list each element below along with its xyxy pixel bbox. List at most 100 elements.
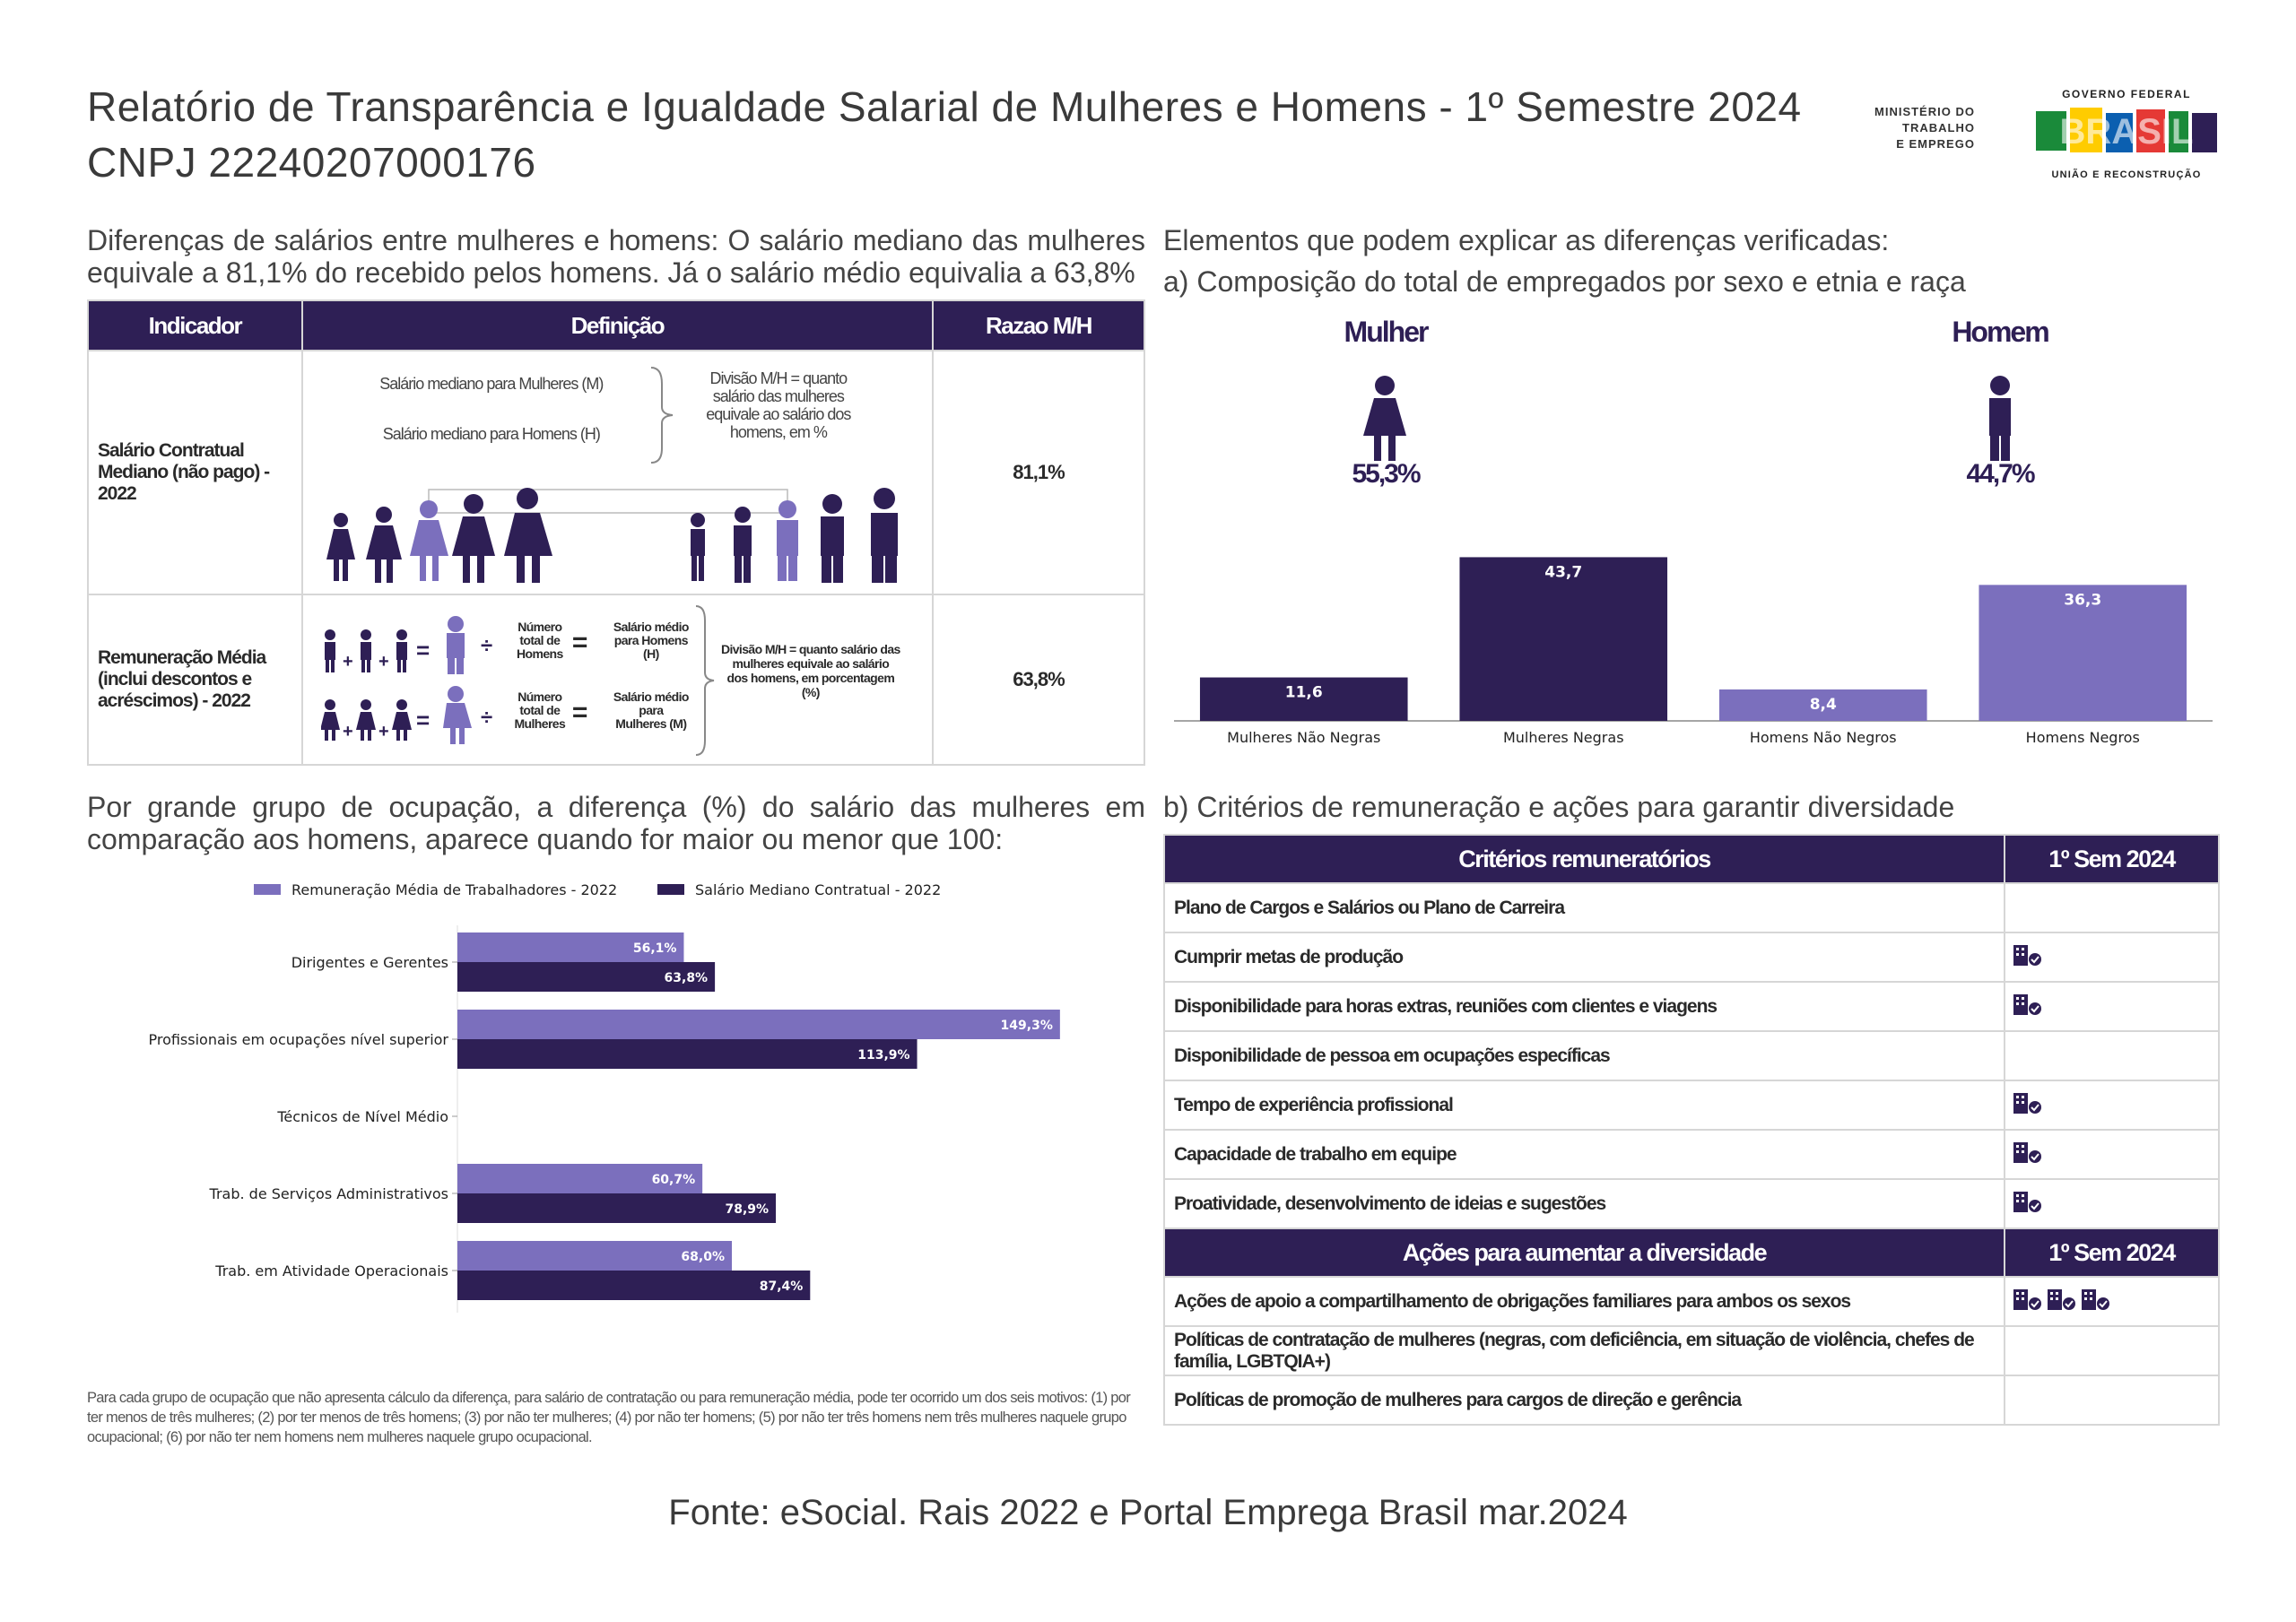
legend-label: Salário Mediano Contratual - 2022 xyxy=(695,881,941,898)
category-tick-label: Homens Não Negros xyxy=(1750,729,1897,746)
bar xyxy=(1718,689,1927,721)
people-comparison-icon xyxy=(326,488,898,583)
table-row: Políticas de contratação de mulheres (ne… xyxy=(1163,1325,2220,1376)
category-tick-label: Trab. em Atividade Operacionais xyxy=(214,1262,448,1279)
col-definicao: Definição xyxy=(300,299,934,351)
svg-text:÷: ÷ xyxy=(481,706,492,730)
bar xyxy=(457,1010,1060,1039)
bar-value-label: 11,6 xyxy=(1285,684,1323,702)
building-check-icon xyxy=(2013,1092,2041,1114)
category-tick-label: Mulheres Negras xyxy=(1503,729,1624,746)
criteria-label: Políticas de contratação de mulheres (ne… xyxy=(1163,1325,2005,1376)
occupation-note: Para cada grupo de ocupação que não apre… xyxy=(87,1390,1131,1445)
report-title: Relatório de Transparência e Igualdade S… xyxy=(87,83,1802,130)
building-check-icon xyxy=(2013,1141,2041,1163)
category-tick-label: Mulheres Não Negras xyxy=(1227,729,1380,746)
criteria-label: Tempo de experiência profissional xyxy=(1163,1080,2005,1131)
criteria-header-row: Critérios remuneratórios 1º Sem 2024 xyxy=(1163,834,2220,884)
definition-media: + + + + = = ÷ ÷ Número total de Homens = Sal… xyxy=(300,594,934,766)
bar-value-label: 68,0% xyxy=(681,1250,725,1264)
criteria-subheading: b) Critérios de remuneração e ações para… xyxy=(1163,791,1955,823)
indicator-table-header: Indicador Definição Razao M/H xyxy=(87,299,1146,351)
criteria-status xyxy=(2004,981,2220,1032)
source-footer: Fonte: eSocial. Rais 2022 e Portal Empre… xyxy=(668,1493,1628,1532)
women-label: Mulher xyxy=(1344,316,1430,348)
criteria-status xyxy=(2004,1080,2220,1131)
building-check-icon xyxy=(2048,1288,2075,1310)
bar xyxy=(457,1271,811,1300)
bar-value-label: 56,1% xyxy=(633,941,677,956)
definition-mediano: Salário mediano para Mulheres (M) Salári… xyxy=(300,350,934,595)
brace-icon xyxy=(650,367,673,464)
bar-value-label: 149,3% xyxy=(1001,1019,1053,1033)
table-row: Ações de apoio a compartilhamento de obr… xyxy=(1163,1276,2220,1327)
table-row: Plano de Cargos e Salários ou Plano de C… xyxy=(1163,882,2220,933)
criteria-status xyxy=(2004,1129,2220,1180)
equals-icon: = xyxy=(571,698,588,727)
category-tick-label: Dirigentes e Gerentes xyxy=(291,954,448,971)
category-tick-label: Técnicos de Nível Médio xyxy=(276,1108,448,1125)
table-row: Tempo de experiência profissional xyxy=(1163,1080,2220,1131)
criteria-label: Disponibilidade de pessoa em ocupações e… xyxy=(1163,1030,2005,1081)
equals-icon: = xyxy=(571,628,588,657)
svg-text:BRASIL: BRASIL xyxy=(2060,112,2194,152)
table-row: Cumprir metas de produção xyxy=(1163,932,2220,983)
criteria-status xyxy=(2004,882,2220,933)
criteria-status xyxy=(2004,1325,2220,1376)
criteria-status xyxy=(2004,1276,2220,1327)
category-tick-label: Homens Negros xyxy=(2026,729,2140,746)
occupation-heading: Por grande grupo de ocupação, a diferenç… xyxy=(87,791,1145,855)
bar xyxy=(1199,677,1408,721)
table-row: Disponibilidade para horas extras, reuni… xyxy=(1163,981,2220,1032)
row-label-mediano: Salário Contratual Mediano (não pago) - … xyxy=(87,350,303,595)
occupation-bar-chart: Remuneração Média de Trabalhadores - 202… xyxy=(148,881,1060,1313)
criteria-label: Cumprir metas de produção xyxy=(1163,932,2005,983)
building-check-icon xyxy=(2013,944,2041,966)
svg-text:+: + xyxy=(378,652,389,672)
bar-value-label: 36,3 xyxy=(2064,591,2101,609)
svg-text:=: = xyxy=(416,707,430,733)
table-row: Remuneração Média (inclui descontos e ac… xyxy=(87,594,1146,766)
men-label: Homem xyxy=(1952,316,2049,348)
criteria-status xyxy=(2004,932,2220,983)
criteria-label: Ações de apoio a compartilhamento de obr… xyxy=(1163,1276,2005,1327)
bar xyxy=(457,962,716,992)
bar xyxy=(1459,557,1668,721)
bar xyxy=(1979,585,2187,721)
svg-text:=: = xyxy=(416,637,430,664)
svg-text:÷: ÷ xyxy=(481,634,492,658)
woman-icon xyxy=(1363,376,1406,461)
bar-value-label: 43,7 xyxy=(1544,563,1582,581)
criteria-label: Proatividade, desenvolvimento de ideias … xyxy=(1163,1178,2005,1229)
row-label-media: Remuneração Média (inclui descontos e ac… xyxy=(87,594,303,766)
cnpj: CNPJ 22240207000176 xyxy=(87,139,536,186)
bar xyxy=(457,932,684,962)
criteria-status xyxy=(2004,1030,2220,1081)
brasil-logo-icon: BRASIL xyxy=(2036,108,2217,152)
svg-text:+: + xyxy=(343,722,353,742)
legend-label: Remuneração Média de Trabalhadores - 202… xyxy=(291,881,617,898)
brace-icon xyxy=(695,605,714,756)
col-razao: Razao M/H xyxy=(931,299,1146,351)
composition-bar-chart: 11,6 Mulheres Não Negras 43,7 Mulheres Negr… xyxy=(1174,557,2213,746)
table-row: Salário Contratual Mediano (não pago) - … xyxy=(87,350,1146,595)
government-logo: GOVERNO FEDERAL BRASIL UNIÃO E RECONSTRU… xyxy=(2034,88,2219,180)
bar xyxy=(457,1241,732,1271)
building-check-icon xyxy=(2013,1288,2041,1310)
criteria-label: Políticas de promoção de mulheres para c… xyxy=(1163,1375,2005,1426)
building-check-icon xyxy=(2013,1191,2041,1212)
ratio-media: 63,8% xyxy=(931,594,1146,766)
category-tick-label: Trab. de Serviços Administrativos xyxy=(209,1185,448,1202)
bar-value-label: 87,4% xyxy=(760,1279,804,1294)
table-row: Disponibilidade de pessoa em ocupações e… xyxy=(1163,1030,2220,1081)
building-check-icon xyxy=(2082,1288,2109,1310)
composition-subheading: a) Composição do total de empregados por… xyxy=(1163,265,1966,298)
criteria-label: Capacidade de trabalho em equipe xyxy=(1163,1129,2005,1180)
bar xyxy=(457,1193,777,1223)
table-row: Capacidade de trabalho em equipe xyxy=(1163,1129,2220,1180)
col-indicador: Indicador xyxy=(87,299,303,351)
elements-heading: Elementos que podem explicar as diferenç… xyxy=(1163,224,1890,256)
legend-swatch xyxy=(657,884,684,895)
criteria-label: Disponibilidade para horas extras, reuni… xyxy=(1163,981,2005,1032)
indicator-table: Indicador Definição Razao M/H Salário Co… xyxy=(87,299,1146,766)
